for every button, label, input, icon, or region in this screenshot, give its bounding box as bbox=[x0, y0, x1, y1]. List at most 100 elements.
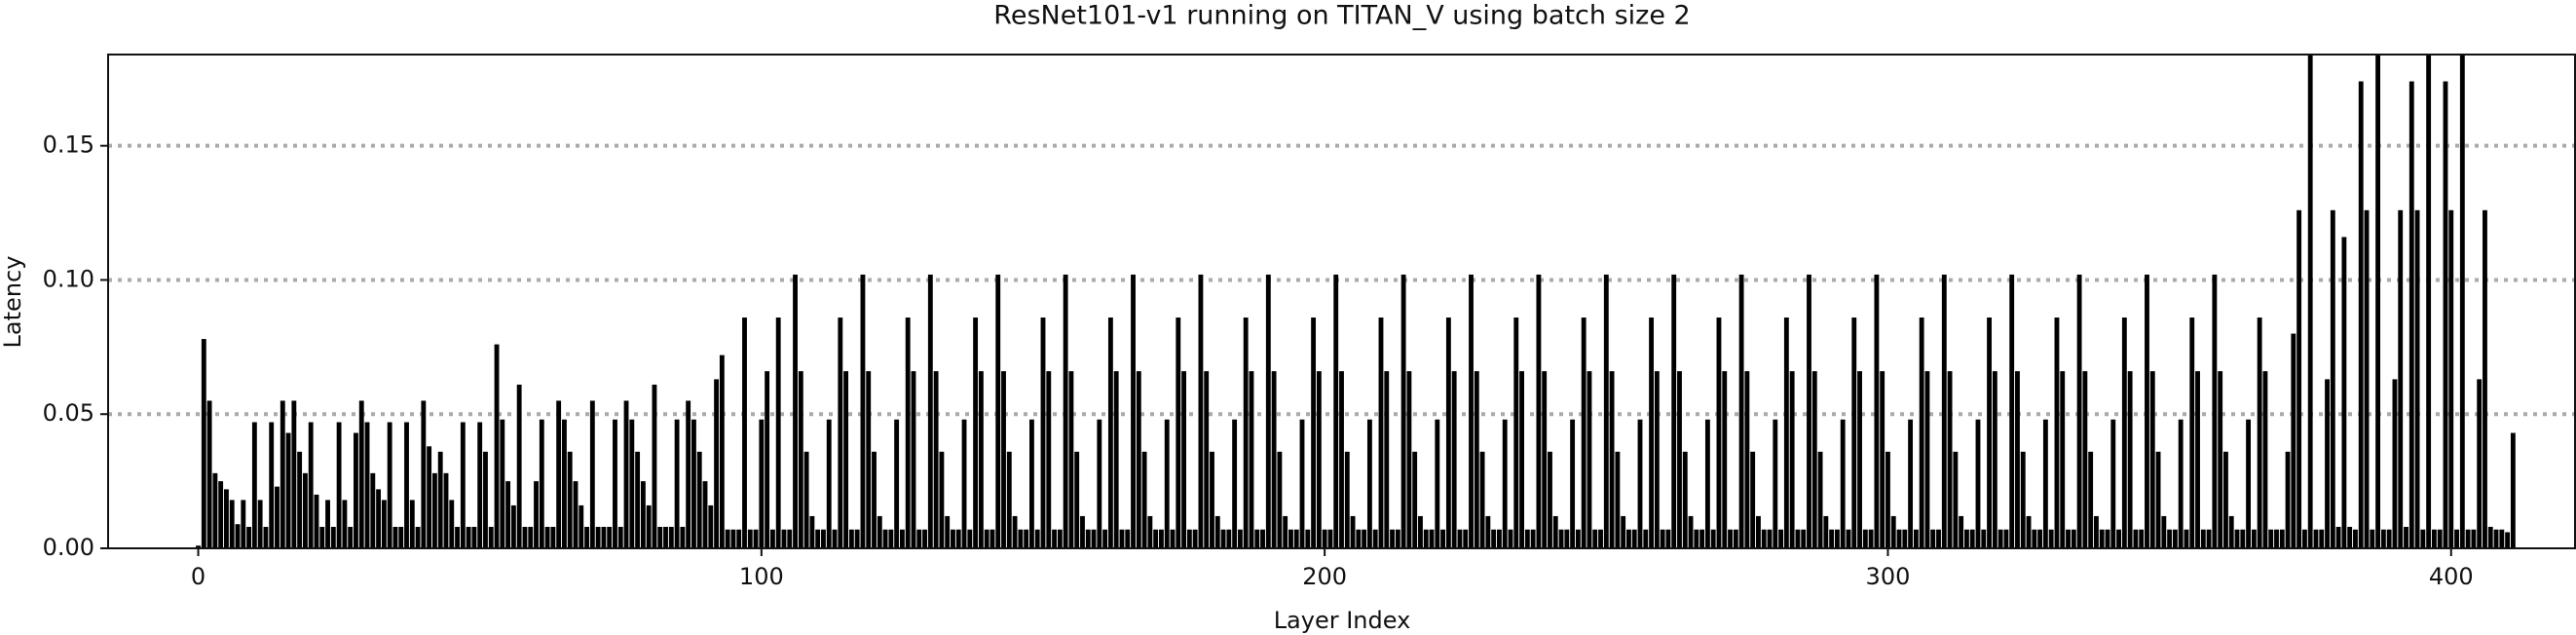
bar bbox=[206, 400, 212, 548]
bar bbox=[1846, 529, 1851, 548]
bar bbox=[1390, 529, 1395, 548]
bar bbox=[1260, 529, 1265, 548]
bar bbox=[2172, 529, 2178, 548]
bar bbox=[922, 529, 927, 548]
bar bbox=[1941, 274, 1947, 548]
bar bbox=[297, 451, 303, 548]
bar bbox=[1479, 451, 1485, 548]
bar bbox=[1288, 529, 1293, 548]
bar bbox=[1997, 529, 2003, 548]
x-axis-label: Layer Index bbox=[1274, 607, 1411, 634]
bar bbox=[229, 500, 235, 548]
bar bbox=[1981, 529, 1987, 548]
bar bbox=[466, 526, 471, 548]
bar bbox=[793, 274, 798, 548]
bar bbox=[765, 371, 770, 548]
bar bbox=[613, 419, 617, 548]
bar bbox=[1384, 371, 1390, 548]
bar bbox=[2195, 371, 2200, 548]
bar bbox=[1423, 529, 1429, 548]
bar bbox=[2505, 532, 2511, 548]
bar bbox=[500, 419, 505, 548]
bar bbox=[212, 472, 218, 548]
bar bbox=[730, 529, 736, 548]
bar bbox=[1761, 529, 1767, 548]
bar bbox=[2380, 529, 2386, 548]
bar bbox=[1829, 529, 1835, 548]
bar bbox=[1682, 451, 1688, 548]
bar bbox=[1631, 529, 1637, 548]
bar bbox=[1570, 419, 1576, 548]
bar bbox=[933, 371, 939, 548]
bar bbox=[1406, 371, 1412, 548]
bar bbox=[945, 515, 951, 548]
bar bbox=[460, 422, 466, 548]
bar bbox=[2414, 209, 2420, 548]
bar bbox=[911, 371, 916, 548]
bar bbox=[285, 432, 291, 548]
bar bbox=[1677, 371, 1682, 548]
bar bbox=[1198, 274, 1204, 548]
bar bbox=[1581, 318, 1587, 548]
bar bbox=[2431, 529, 2437, 548]
bar bbox=[2116, 529, 2121, 548]
bar bbox=[753, 529, 759, 548]
bar bbox=[1502, 419, 1508, 548]
bar bbox=[1598, 529, 1603, 548]
bar bbox=[635, 451, 641, 548]
bar bbox=[528, 526, 534, 548]
bar bbox=[1558, 529, 1564, 548]
bar bbox=[579, 504, 584, 548]
bar bbox=[1564, 529, 1570, 548]
bar bbox=[1992, 371, 1997, 548]
bar bbox=[607, 526, 613, 548]
bar bbox=[708, 504, 714, 548]
bar bbox=[471, 526, 477, 548]
bar bbox=[1783, 318, 1789, 548]
bar bbox=[860, 274, 866, 548]
bar bbox=[1057, 529, 1063, 548]
bar bbox=[1299, 419, 1305, 548]
bar bbox=[775, 318, 781, 548]
bar bbox=[291, 400, 297, 548]
bar bbox=[2301, 529, 2307, 548]
bar bbox=[2437, 529, 2443, 548]
bar bbox=[877, 515, 882, 548]
bar bbox=[736, 529, 742, 548]
bar bbox=[702, 481, 708, 548]
plot-frame bbox=[107, 54, 2576, 549]
bar bbox=[2364, 209, 2370, 548]
bar bbox=[2291, 333, 2296, 548]
bar bbox=[894, 419, 900, 548]
bar bbox=[1592, 529, 1598, 548]
bar bbox=[1107, 318, 1113, 548]
bar bbox=[955, 529, 961, 548]
bar bbox=[1862, 529, 1868, 548]
bar bbox=[235, 524, 241, 548]
bar bbox=[2206, 529, 2212, 548]
bar bbox=[1412, 451, 1418, 548]
bar bbox=[330, 526, 336, 548]
bar bbox=[196, 545, 201, 548]
bar bbox=[1548, 451, 1552, 548]
bar bbox=[2200, 529, 2206, 548]
bar bbox=[1141, 451, 1147, 548]
bar bbox=[1890, 515, 1896, 548]
bar bbox=[2257, 318, 2262, 548]
bar bbox=[2189, 318, 2195, 548]
bar bbox=[381, 500, 387, 548]
bar bbox=[1232, 419, 1238, 548]
bar bbox=[1643, 529, 1649, 548]
bar bbox=[1164, 419, 1170, 548]
bar bbox=[1704, 419, 1710, 548]
bar bbox=[544, 526, 550, 548]
bar bbox=[1913, 529, 1919, 548]
bar bbox=[2009, 274, 2015, 548]
bar bbox=[2212, 274, 2218, 548]
bar bbox=[989, 529, 995, 548]
bar bbox=[1316, 371, 1322, 548]
bar bbox=[2060, 371, 2066, 548]
bar bbox=[354, 432, 358, 548]
bar bbox=[725, 529, 730, 548]
